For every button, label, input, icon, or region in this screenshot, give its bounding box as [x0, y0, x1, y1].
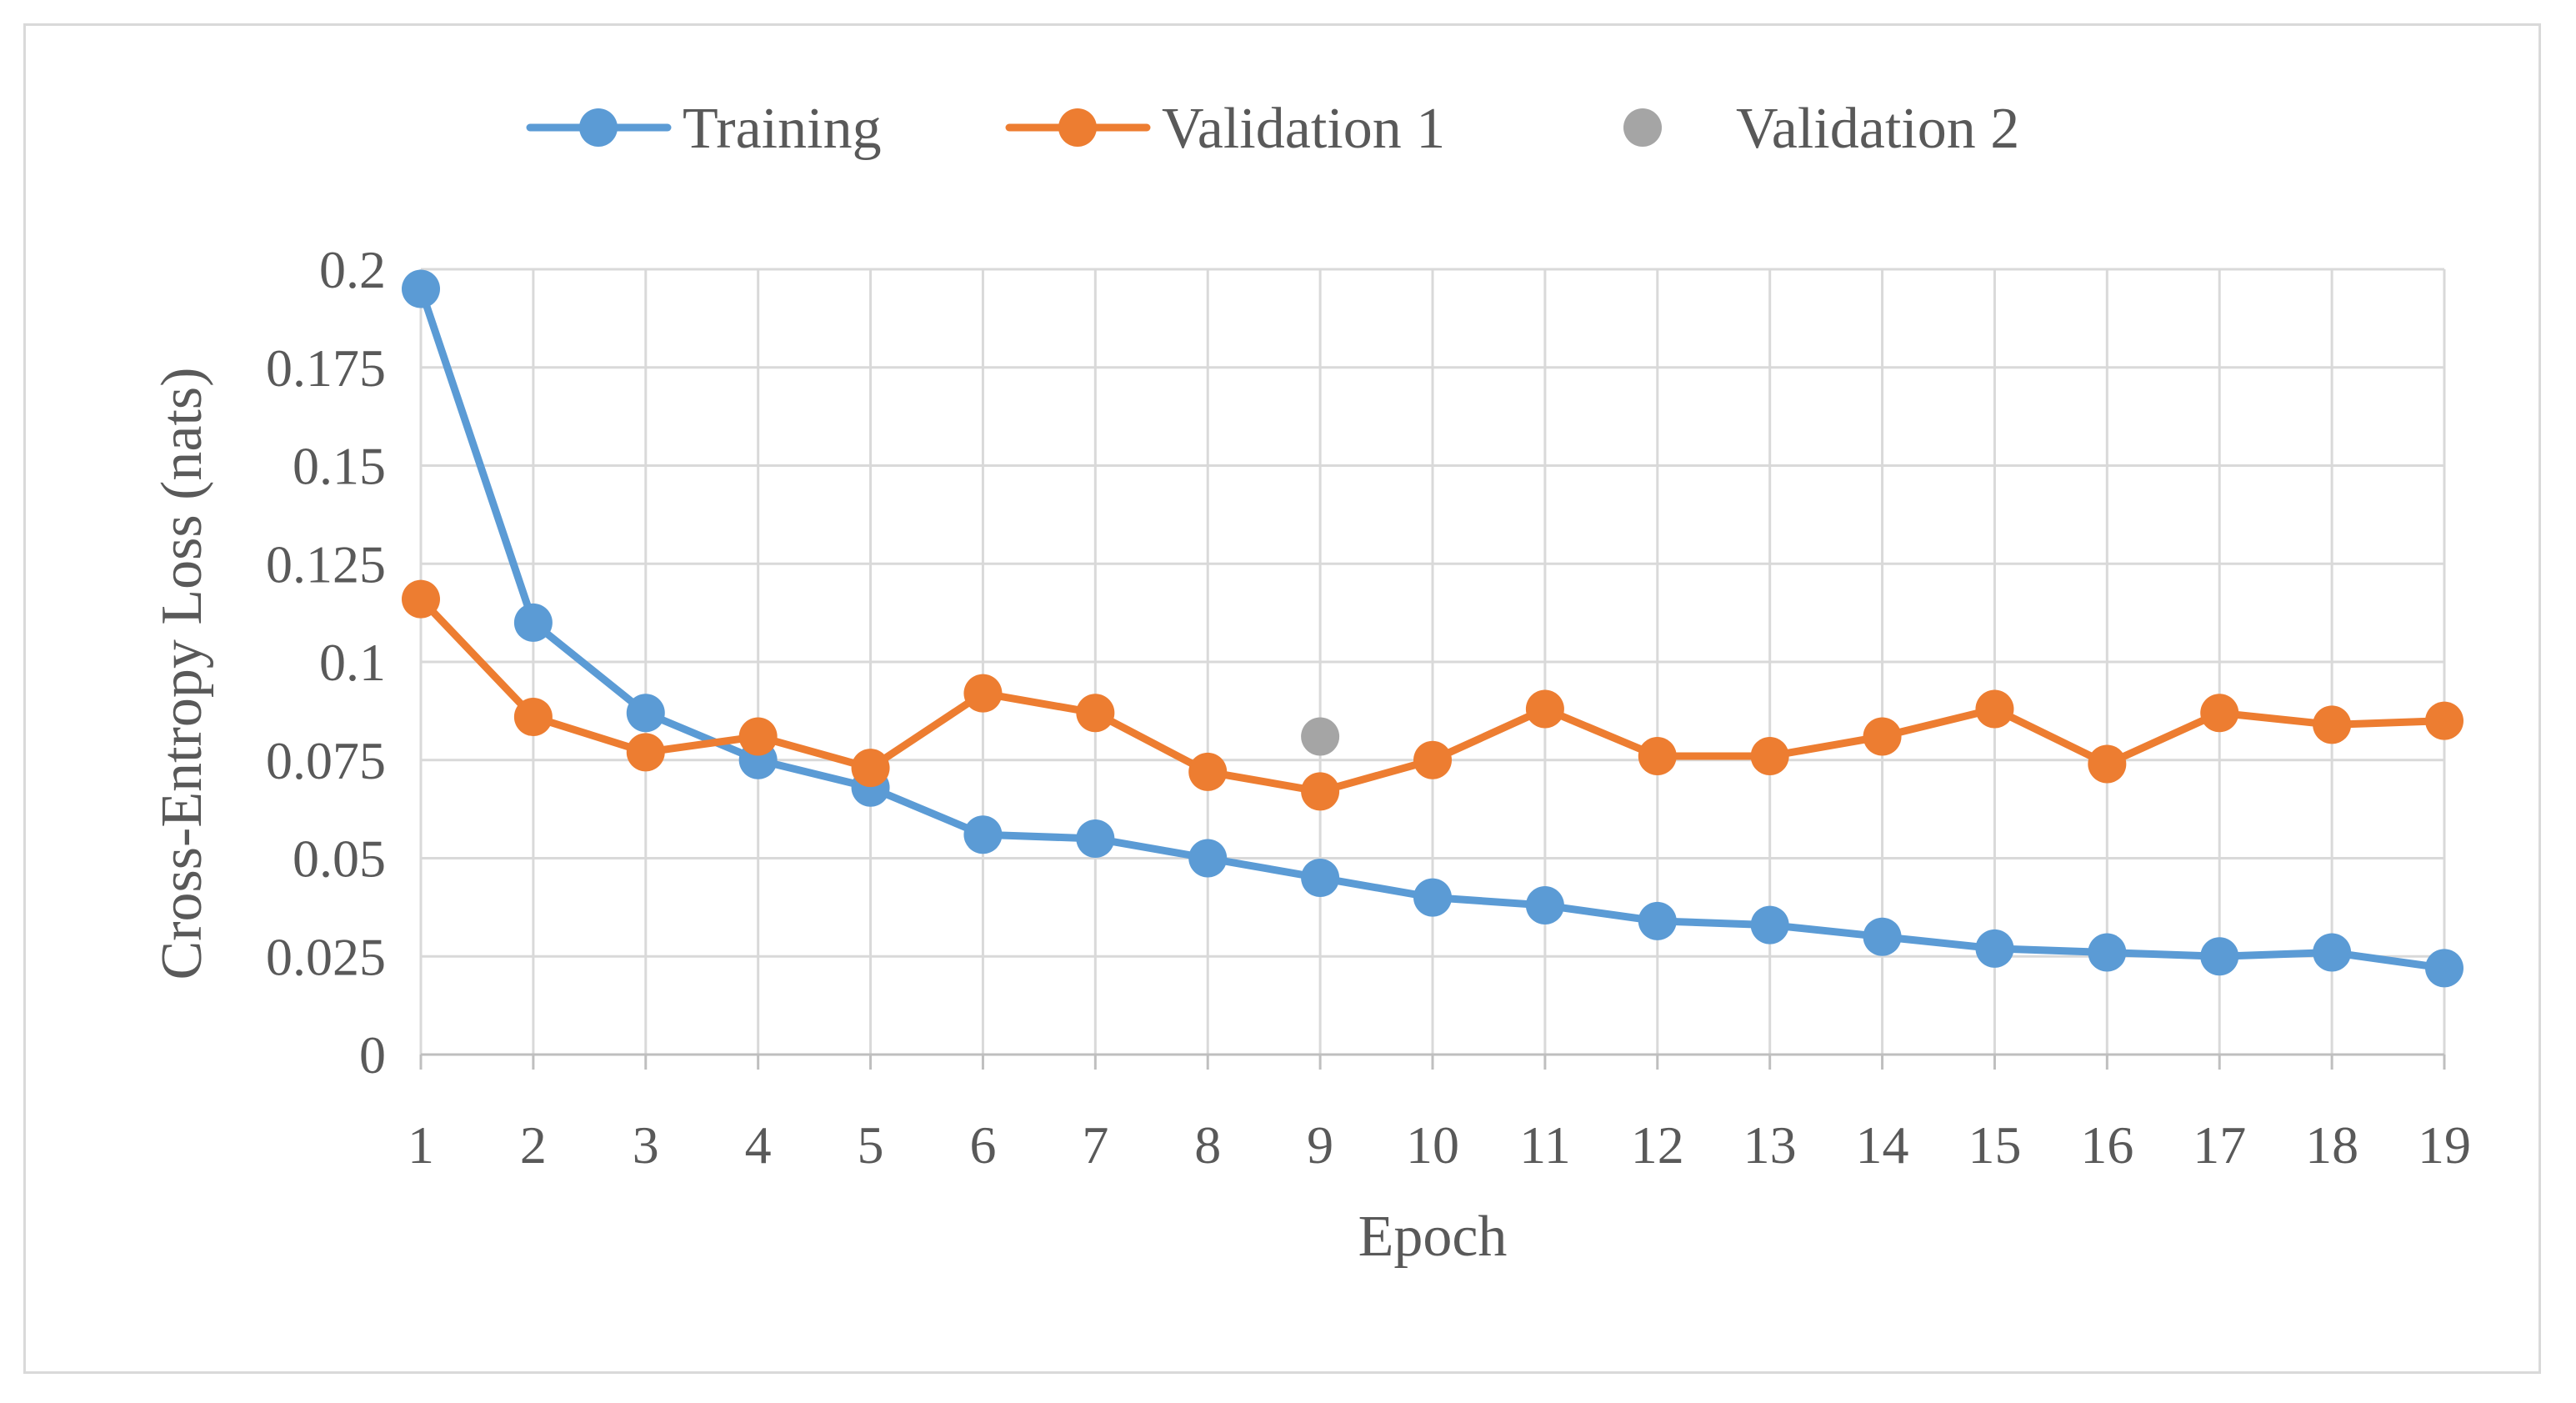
- x-tick-label: 7: [1082, 1115, 1108, 1175]
- y-tick-label: 0.05: [293, 829, 386, 889]
- training-point: [1188, 839, 1228, 878]
- validation-1-point: [1301, 772, 1340, 811]
- validation-1-point: [851, 749, 890, 788]
- training-point: [513, 603, 553, 642]
- training-point: [2313, 933, 2352, 972]
- training-point: [1750, 905, 1789, 945]
- x-tick-label: 19: [2418, 1115, 2471, 1175]
- validation-1-point: [1188, 752, 1228, 791]
- x-tick-label: 16: [2080, 1115, 2133, 1175]
- x-tick-label: 8: [1194, 1115, 1221, 1175]
- x-tick-label: 4: [745, 1115, 772, 1175]
- training-point: [1863, 917, 1902, 956]
- x-tick-label: 10: [1406, 1115, 1459, 1175]
- x-tick-label: 12: [1631, 1115, 1684, 1175]
- legend-training-marker: [579, 108, 618, 147]
- training-point: [2088, 933, 2127, 972]
- validation-1-point: [2088, 744, 2127, 784]
- training-point: [963, 815, 1003, 854]
- legend-validation-1-label: Validation 1: [1162, 97, 1445, 161]
- y-tick-label: 0.175: [266, 338, 386, 398]
- y-tick-label: 0.075: [266, 731, 386, 790]
- training-point: [1076, 819, 1115, 858]
- y-tick-label: 0.1: [319, 633, 386, 692]
- training-point: [1413, 878, 1452, 917]
- y-tick-label: 0.2: [319, 240, 386, 299]
- training-point: [2200, 937, 2239, 976]
- validation-1-point: [1975, 689, 2014, 729]
- x-tick-label: 6: [969, 1115, 996, 1175]
- validation-1-point: [2313, 705, 2352, 744]
- y-axis-title: Cross-Entropy Loss (nats): [150, 368, 214, 980]
- training-point: [1638, 901, 1677, 940]
- legend-validation-2-marker: [1623, 108, 1662, 147]
- validation-1-point: [1863, 717, 1902, 756]
- y-tick-label: 0.125: [266, 534, 386, 594]
- legend-validation-2-label: Validation 2: [1736, 97, 2019, 161]
- x-tick-label: 3: [633, 1115, 659, 1175]
- validation-1-point: [1638, 737, 1677, 776]
- validation-1-point: [1413, 740, 1452, 779]
- x-tick-label: 5: [858, 1115, 884, 1175]
- validation-1-point: [626, 733, 665, 772]
- x-tick-label: 9: [1307, 1115, 1333, 1175]
- x-tick-label: 13: [1743, 1115, 1797, 1175]
- training-point: [1525, 886, 1564, 925]
- validation-1-point: [1750, 737, 1789, 776]
- x-tick-label: 11: [1519, 1115, 1571, 1175]
- y-tick-label: 0: [359, 1025, 386, 1085]
- y-tick-label: 0.15: [293, 437, 386, 496]
- validation-1-point: [963, 674, 1003, 713]
- validation-1-point: [1076, 694, 1115, 733]
- legend-validation-1-marker: [1058, 108, 1097, 147]
- series: [402, 269, 2463, 988]
- training-point: [2425, 949, 2463, 988]
- training-point: [402, 269, 440, 308]
- x-tick-label: 17: [2193, 1115, 2246, 1175]
- x-tick-label: 2: [520, 1115, 547, 1175]
- training-point: [1301, 859, 1340, 898]
- x-tick-label: 18: [2305, 1115, 2358, 1175]
- validation-2-point: [1301, 717, 1340, 756]
- training-point: [626, 694, 665, 733]
- x-tick-label: 15: [1968, 1115, 2021, 1175]
- y-tick-label: 0.025: [266, 927, 386, 986]
- validation-1-point: [738, 717, 778, 756]
- x-tick-label: 14: [1856, 1115, 1909, 1175]
- grid: [419, 268, 2446, 1055]
- validation-1-point: [513, 697, 553, 736]
- training-point: [1975, 929, 2014, 968]
- chart-frame: 0 0.025 0.05 0.075 0.1 0.125 0.15 0.175 0.2 1 2 3 4 5…: [23, 23, 2541, 1374]
- x-tick-label: 1: [408, 1115, 434, 1175]
- validation-1-point: [2200, 694, 2239, 733]
- validation-1-point: [402, 579, 440, 619]
- x-axis-title: Epoch: [1358, 1205, 1508, 1269]
- validation-1-point: [2425, 701, 2463, 740]
- legend: Training Validation 1 Validation 2: [526, 97, 2019, 161]
- legend-training-label: Training: [683, 97, 882, 161]
- validation-1-point: [1525, 689, 1564, 729]
